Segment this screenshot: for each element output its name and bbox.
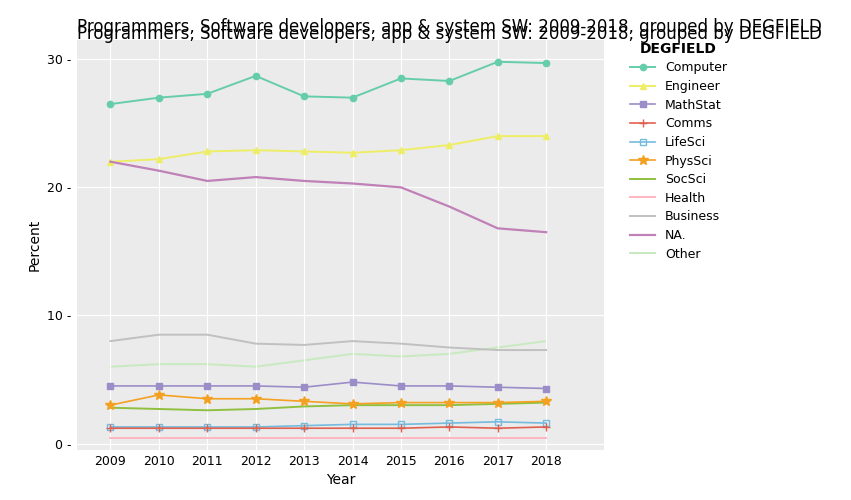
X-axis label: Year: Year: [326, 474, 355, 488]
Legend: Computer, Engineer, MathStat, Comms, LifeSci, PhysSci, SocSci, Health, Business,: Computer, Engineer, MathStat, Comms, Lif…: [626, 38, 731, 264]
Text: Programmers, Software developers, app & system SW: 2009-2018, grouped by DEGFIEL: Programmers, Software developers, app & …: [77, 18, 821, 36]
Y-axis label: Percent: Percent: [28, 219, 42, 271]
Text: Programmers, Software developers, app & system SW: 2009-2018, grouped by DEGFIEL: Programmers, Software developers, app & …: [77, 25, 821, 43]
